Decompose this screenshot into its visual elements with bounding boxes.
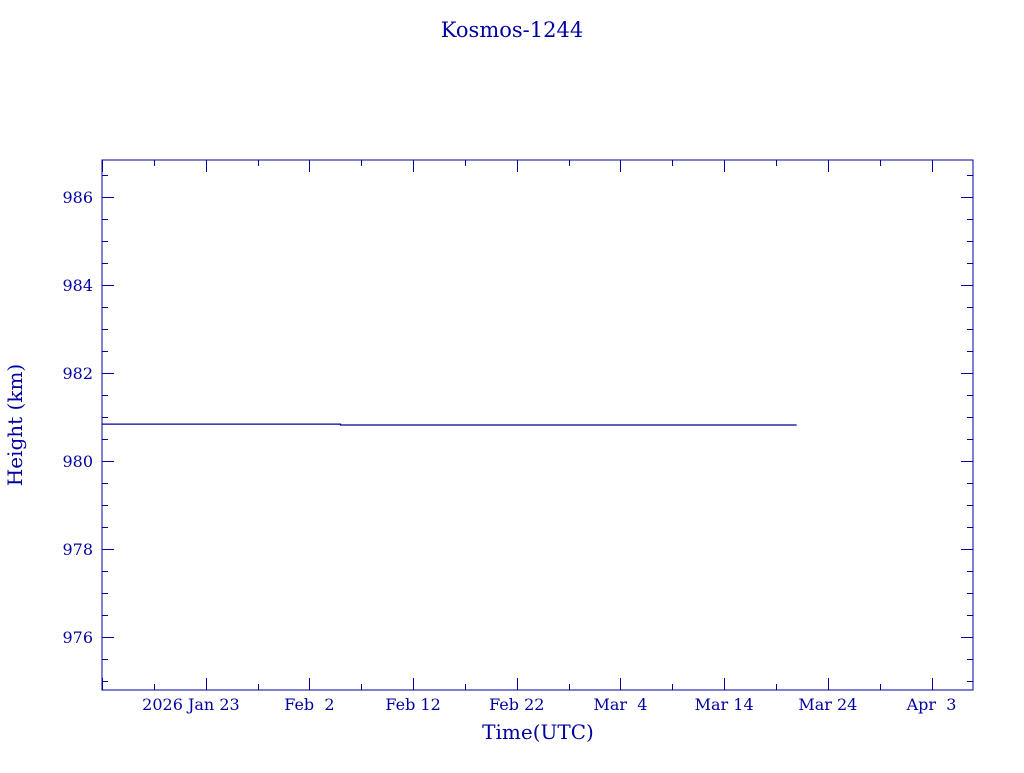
y-tick-label: 986 (62, 188, 93, 207)
x-tick-label: Mar 24 (798, 695, 857, 714)
series-line (102, 423, 797, 426)
x-tick-label: Mar 14 (695, 695, 754, 714)
x-tick-label: Feb 12 (385, 695, 440, 714)
y-tick-label: 984 (62, 276, 93, 295)
y-tick-label: 978 (62, 540, 93, 559)
chart-title: Kosmos-1244 (441, 18, 583, 42)
x-tick-label: 2026 Jan 23 (142, 695, 240, 714)
plot-frame (101, 159, 974, 691)
y-tick-label: 982 (62, 364, 93, 383)
x-tick-label: Mar 4 (593, 695, 647, 714)
y-tick-label: 976 (62, 628, 93, 647)
x-axis-label: Time(UTC) (482, 720, 594, 744)
x-tick-label: Apr 3 (906, 695, 957, 714)
y-axis-label: Height (km) (3, 364, 27, 486)
x-tick-label: Feb 22 (489, 695, 544, 714)
x-tick-label: Feb 2 (284, 695, 334, 714)
y-tick-label: 980 (62, 452, 93, 471)
